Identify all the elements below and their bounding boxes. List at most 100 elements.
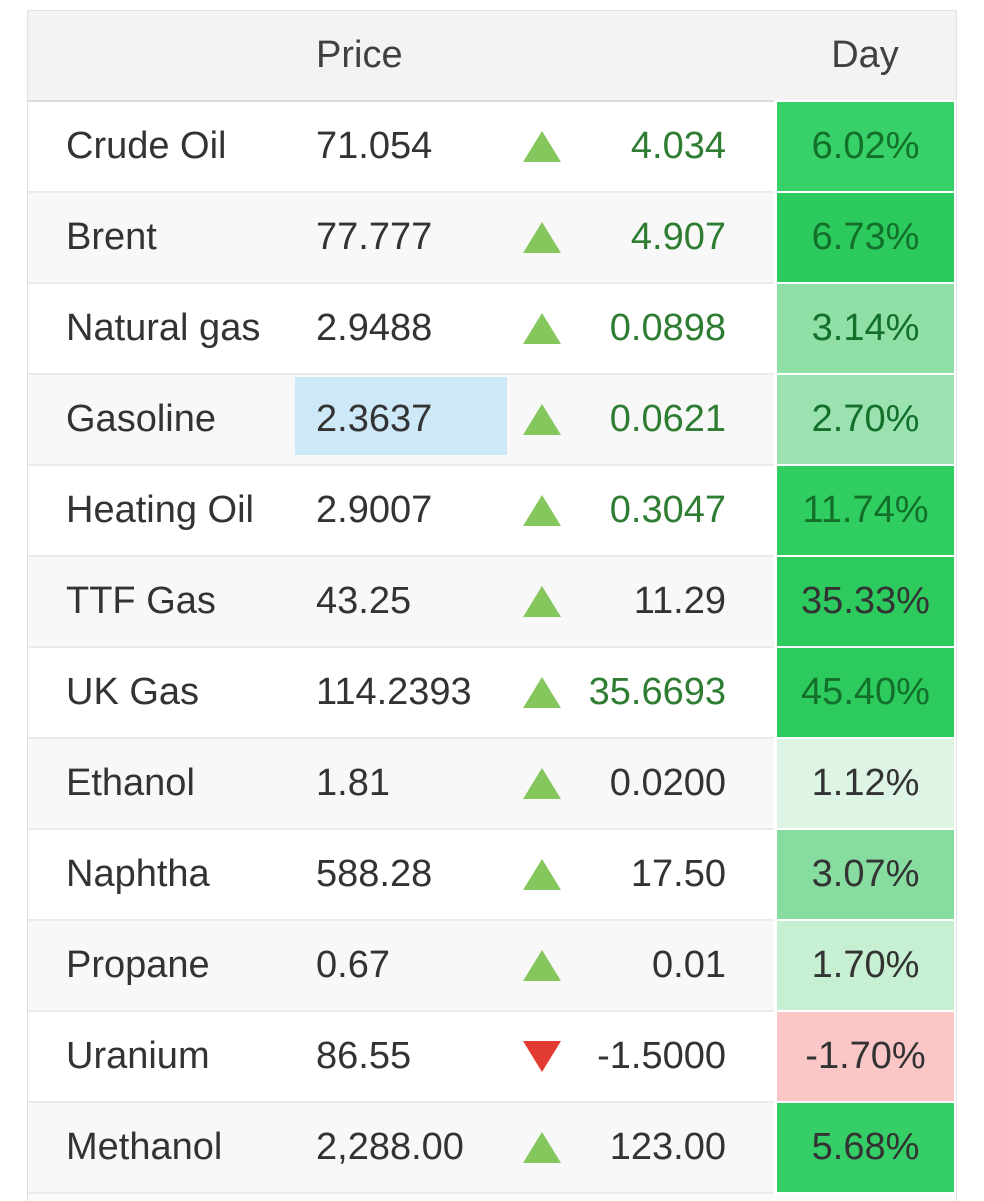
commodity-row[interactable]: Uranium 86.55 -1.5000 -1.70% xyxy=(28,1010,956,1101)
direction-triangle-icon xyxy=(523,950,561,981)
price-cell: 2.3637 xyxy=(295,373,507,464)
commodity-name-link[interactable]: Ethanol xyxy=(28,737,295,828)
day-percent-value: 11.74% xyxy=(802,489,929,531)
table-header-row: Price Day xyxy=(28,11,956,100)
commodity-name-link[interactable]: Natural gas xyxy=(28,282,295,373)
price-value: 2.3637 xyxy=(316,398,433,440)
commodity-name-link[interactable]: Crude Oil xyxy=(28,100,295,191)
day-percent-value: 2.70% xyxy=(811,398,920,440)
commodity-row[interactable]: Methanol 2,288.00 123.00 5.68% xyxy=(28,1101,956,1192)
commodity-name-link[interactable]: Heating Oil xyxy=(28,464,295,555)
commodity-row[interactable]: Gasoline 2.3637 0.0621 2.70% xyxy=(28,373,956,464)
change-value: 11.29 xyxy=(633,580,726,622)
commodity-row[interactable]: Ethanol 1.81 0.0200 1.12% xyxy=(28,737,956,828)
commodity-row[interactable]: Brent 77.777 4.907 6.73% xyxy=(28,191,956,282)
commodity-row[interactable]: Propane 0.67 0.01 1.70% xyxy=(28,919,956,1010)
direction-triangle-icon xyxy=(523,313,561,344)
direction-triangle-icon xyxy=(523,677,561,708)
price-value: 2.9488 xyxy=(316,307,433,349)
day-percent-value: 5.68% xyxy=(811,1126,920,1168)
commodity-name-link[interactable]: Uranium xyxy=(28,1010,295,1101)
day-percent-value: 1.12% xyxy=(811,762,920,804)
commodity-row[interactable]: TTF Gas 43.25 11.29 35.33% xyxy=(28,555,956,646)
price-value: 1.81 xyxy=(316,762,390,804)
price-cell: 114.2393 xyxy=(295,646,507,737)
change-cell: 35.6693 xyxy=(507,646,774,737)
day-percent-cell: 5.68% xyxy=(774,1101,956,1192)
price-update-flash-highlight xyxy=(295,377,507,455)
price-value: 71.054 xyxy=(316,125,433,167)
day-percent-cell: -1.70% xyxy=(774,1010,956,1101)
price-cell: 0.67 xyxy=(295,919,507,1010)
day-percent-cell: 6.02% xyxy=(774,100,956,191)
change-cell: 4.907 xyxy=(507,191,774,282)
commodity-name-link[interactable]: Methanol xyxy=(28,1101,295,1192)
price-value: 86.55 xyxy=(316,1035,412,1077)
price-value: 77.777 xyxy=(316,216,433,258)
day-percent-value: -1.70% xyxy=(805,1035,926,1077)
price-cell: 71.054 xyxy=(295,100,507,191)
direction-triangle-icon xyxy=(523,586,561,617)
change-value: -1.5000 xyxy=(597,1035,726,1077)
change-value: 35.6693 xyxy=(588,671,726,713)
change-value: 0.0621 xyxy=(609,398,726,440)
change-value: 0.0200 xyxy=(609,762,726,804)
commodity-name-link[interactable]: Brent xyxy=(28,191,295,282)
commodity-name-link[interactable]: TTF Gas xyxy=(28,555,295,646)
price-cell: 588.28 xyxy=(295,828,507,919)
day-percent-value: 1.70% xyxy=(811,944,920,986)
commodity-name-link[interactable]: Naphtha xyxy=(28,828,295,919)
change-cell: 0.3047 xyxy=(507,464,774,555)
price-cell: 2.9488 xyxy=(295,282,507,373)
day-percent-value: 3.14% xyxy=(811,307,920,349)
price-value: 2.9007 xyxy=(316,489,433,531)
change-cell: 4.034 xyxy=(507,100,774,191)
commodity-name-link[interactable]: Propane xyxy=(28,919,295,1010)
direction-triangle-icon xyxy=(523,222,561,253)
change-cell: 0.0200 xyxy=(507,737,774,828)
change-cell: 17.50 xyxy=(507,828,774,919)
change-value: 4.034 xyxy=(630,125,726,167)
change-cell: 123.00 xyxy=(507,1101,774,1192)
price-cell: 43.25 xyxy=(295,555,507,646)
day-percent-cell: 2.70% xyxy=(774,373,956,464)
day-percent-cell: 3.14% xyxy=(774,282,956,373)
change-value: 0.01 xyxy=(652,944,726,986)
direction-triangle-icon xyxy=(523,768,561,799)
change-value: 0.3047 xyxy=(609,489,726,531)
day-percent-value: 35.33% xyxy=(801,580,930,622)
price-value: 0.67 xyxy=(316,944,390,986)
price-value: 114.2393 xyxy=(316,671,472,713)
commodity-row[interactable]: Naphtha 588.28 17.50 3.07% xyxy=(28,828,956,919)
commodity-row[interactable]: Natural gas 2.9488 0.0898 3.14% xyxy=(28,282,956,373)
change-cell: 0.01 xyxy=(507,919,774,1010)
change-cell: 0.0898 xyxy=(507,282,774,373)
next-row-partial xyxy=(28,1192,956,1201)
day-percent-cell: 6.73% xyxy=(774,191,956,282)
change-cell: 11.29 xyxy=(507,555,774,646)
price-cell: 77.777 xyxy=(295,191,507,282)
day-column-header: Day xyxy=(831,34,899,76)
change-value: 4.907 xyxy=(630,216,726,258)
price-cell: 1.81 xyxy=(295,737,507,828)
commodity-row[interactable]: UK Gas 114.2393 35.6693 45.40% xyxy=(28,646,956,737)
change-value: 0.0898 xyxy=(609,307,726,349)
direction-triangle-icon xyxy=(523,1132,561,1163)
day-percent-cell: 45.40% xyxy=(774,646,956,737)
day-percent-cell: 1.12% xyxy=(774,737,956,828)
commodities-table: Price Day Crude Oil 71.054 4.034 6.02% B… xyxy=(27,10,957,1201)
day-percent-value: 6.02% xyxy=(811,125,920,167)
commodity-name-link[interactable]: Gasoline xyxy=(28,373,295,464)
price-cell: 86.55 xyxy=(295,1010,507,1101)
commodity-row[interactable]: Crude Oil 71.054 4.034 6.02% xyxy=(28,100,956,191)
day-percent-cell: 11.74% xyxy=(774,464,956,555)
day-percent-value: 6.73% xyxy=(811,216,920,258)
price-column-header: Price xyxy=(316,34,403,76)
direction-triangle-icon xyxy=(523,859,561,890)
commodity-row[interactable]: Heating Oil 2.9007 0.3047 11.74% xyxy=(28,464,956,555)
commodity-name-link[interactable]: UK Gas xyxy=(28,646,295,737)
day-percent-cell: 3.07% xyxy=(774,828,956,919)
change-cell: 0.0621 xyxy=(507,373,774,464)
table-body: Crude Oil 71.054 4.034 6.02% Brent 77.77… xyxy=(28,100,956,1192)
change-value: 17.50 xyxy=(630,853,726,895)
